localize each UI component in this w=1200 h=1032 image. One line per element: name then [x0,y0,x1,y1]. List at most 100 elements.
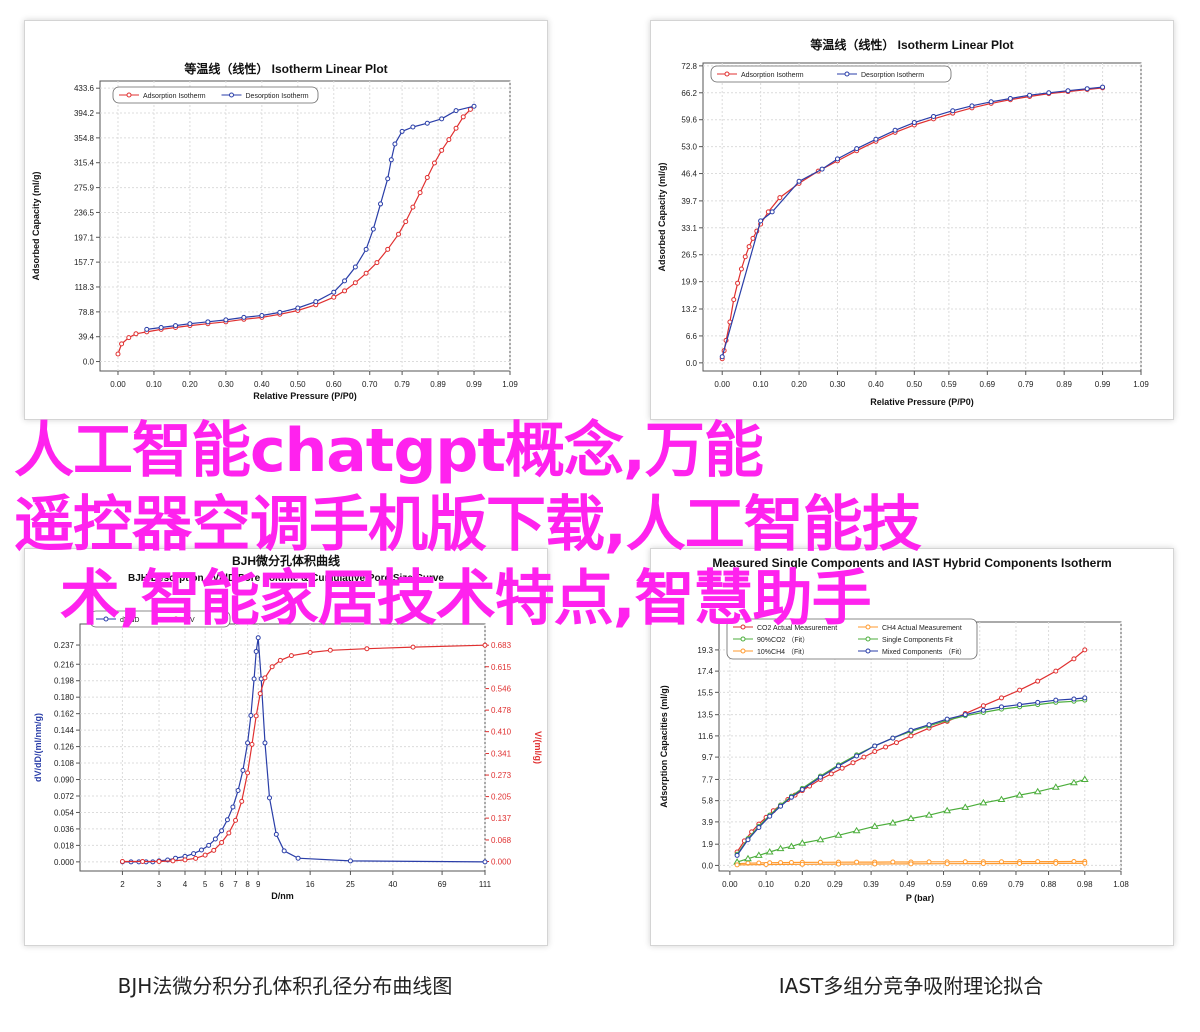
data-point [281,848,287,854]
y-tick-label: 0.126 [54,743,75,752]
data-point [1033,787,1042,795]
data-point [1084,86,1090,92]
plot-area [79,623,486,872]
y-tick-label: 26.5 [681,251,697,260]
y-right-tick-label: 0.000 [491,858,512,867]
data-point [363,246,369,252]
data-point [257,691,263,697]
data-point [763,862,769,868]
y-tick-label: 0.144 [54,726,75,735]
data-point [230,804,236,810]
data-point [988,99,994,105]
data-point [206,842,212,848]
data-point [817,774,823,780]
headline-line-1: 人工智能chatgpt概念,万能 [14,416,764,486]
y-tick-label: 197.1 [74,233,95,242]
data-point [471,103,477,109]
x-tick-label: 0.89 [430,380,446,389]
data-point [744,854,752,862]
x-tick-label: 0.99 [1095,380,1111,389]
data-point [854,146,860,152]
y-tick-label: 0.036 [54,825,75,834]
chart-title: 等温线（线性） Isotherm Linear Plot [183,61,387,76]
data-point [834,156,840,162]
data-point [439,147,445,153]
data-point [719,354,725,360]
data-point [1046,90,1052,96]
y-right-tick-label: 0.068 [491,836,512,845]
data-point [267,795,273,801]
data-point [352,264,358,270]
chart-iast: 0.0 1.9 3.9 5.8 7.7 9.7 11.6 13.5 15.5 17.4 19.3 0.… [659,556,1129,903]
x-tick-label: 16 [306,880,315,889]
y-right-tick-label: 0.273 [491,771,512,780]
y-tick-label: 0.0 [686,359,698,368]
data-point [908,733,914,739]
data-point [1071,656,1077,662]
data-point [173,323,179,329]
data-point [211,847,217,853]
y-right-tick-label: 0.683 [491,641,512,650]
x-tick-label: 111 [479,880,492,889]
data-point [235,787,241,793]
x-tick-label: 0.29 [827,880,843,889]
data-point [788,794,794,800]
data-point [799,861,805,867]
legend-marker [865,648,871,654]
legend-box [89,610,231,628]
data-point [482,642,488,648]
data-point [233,817,239,823]
data-point [854,753,860,759]
data-point [259,313,265,319]
data-point [861,754,867,760]
data-point [799,786,805,792]
data-point [754,851,763,858]
data-point [731,297,737,303]
data-point [388,157,394,163]
data-point [872,743,878,749]
legend-label: Mixed Components （Fit） [882,648,966,656]
y-tick-label: 15.5 [697,688,713,697]
x-tick-label: 0.59 [941,380,957,389]
data-point [363,270,369,276]
data-point [277,309,283,315]
data-point [126,335,132,341]
legend-marker [173,616,179,622]
y-tick-label: 72.8 [681,62,697,71]
y-tick-label: 157.7 [74,258,95,267]
data-point [1071,696,1077,702]
legend-marker [103,616,109,622]
y-tick-label: 33.1 [681,224,697,233]
y-tick-label: 0.162 [54,710,75,719]
y-tick-label: 11.6 [698,732,714,741]
y-right-tick-label: 0.137 [491,814,512,823]
x-tick-label: 0.10 [758,880,774,889]
data-point [908,861,914,867]
data-point [787,842,796,849]
y-tick-label: 0.000 [54,858,75,867]
data-point [327,647,333,653]
data-point [1017,861,1023,867]
data-point [170,858,176,864]
y-tick-label: 46.4 [681,170,697,179]
data-point [482,859,488,865]
data-point [202,852,208,858]
x-tick-label: 0.79 [394,380,410,389]
data-point [798,839,807,846]
legend-label: Single Components Fit [882,637,953,644]
data-point [1053,860,1059,866]
y-tick-label: 39.7 [681,197,697,206]
y-right-tick-label: 0.341 [491,750,512,759]
chart-panel-iast: 0.0 1.9 3.9 5.8 7.7 9.7 11.6 13.5 15.5 17.4 19.3 0.… [650,548,1174,946]
y-tick-label: 13.2 [681,305,697,314]
data-point [198,847,204,853]
x-tick-label: 8 [245,880,250,889]
data-point [931,113,937,119]
data-point [460,114,466,120]
data-point [191,851,197,857]
data-point [410,204,416,210]
legend-label: V [190,617,195,624]
chart-panel-isotherm-2: 0.0 6.6 13.2 19.9 26.5 33.1 39.7 46.4 53.0 59.6 66… [650,20,1174,420]
y-right-tick-label: 0.615 [491,663,512,672]
data-point [980,703,986,709]
